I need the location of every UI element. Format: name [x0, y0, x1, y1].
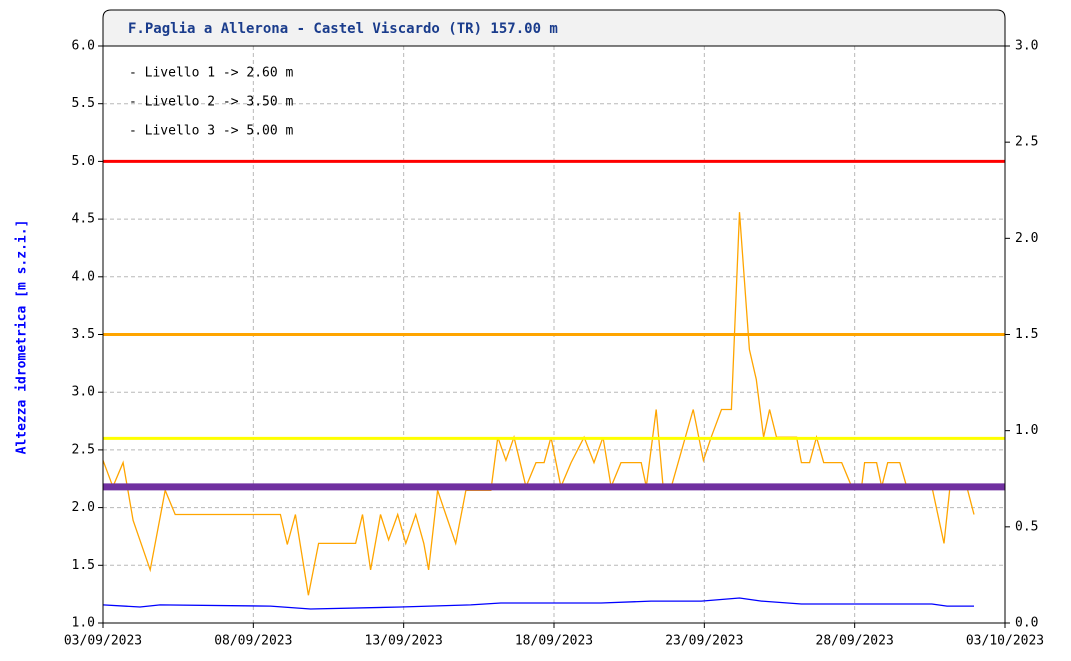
y-tick-label: 2.5	[72, 442, 95, 457]
y-tick-label: 3.5	[72, 327, 95, 342]
y-tick-label: 2.0	[72, 500, 95, 515]
legend-text: - Livello 2 -> 3.50 m	[129, 95, 294, 110]
x-tick-label: 13/09/2023	[365, 634, 443, 649]
y2-tick-label: 1.5	[1015, 327, 1038, 342]
data-line	[102, 597, 974, 610]
y2-tick-label: 1.0	[1015, 423, 1038, 438]
legend-text: - Livello 1 -> 2.60 m	[129, 66, 294, 81]
y-tick-label: 5.5	[72, 96, 95, 111]
x-tick-label: 03/09/2023	[64, 634, 142, 649]
y2-tick-label: 0.0	[1015, 616, 1038, 631]
plot-frame	[102, 45, 1006, 624]
x-tick-label: 28/09/2023	[816, 634, 894, 649]
y-tick-label: 4.0	[72, 269, 95, 284]
x-tick-label: 08/09/2023	[214, 634, 292, 649]
x-tick-label: 23/09/2023	[665, 634, 743, 649]
y2-tick-label: 2.5	[1015, 135, 1038, 150]
title-box	[102, 9, 1006, 47]
legend-text: - Livello 3 -> 5.00 m	[129, 124, 294, 139]
y-tick-label: 6.0	[72, 39, 95, 54]
y2-tick-label: 0.5	[1015, 519, 1038, 534]
y-tick-label: 4.5	[72, 212, 95, 227]
y2-tick-label: 2.0	[1015, 231, 1038, 246]
y-axis-label: Altezza idrometrica [m s.z.i.]	[15, 220, 30, 455]
y-tick-label: 1.5	[72, 558, 95, 573]
x-tick-label: 03/10/2023	[966, 634, 1044, 649]
y2-tick-label: 3.0	[1015, 39, 1038, 54]
chart-title: F.Paglia a Allerona - Castel Viscardo (T…	[128, 21, 558, 37]
y-tick-label: 3.0	[72, 385, 95, 400]
y-tick-label: 5.0	[72, 154, 95, 169]
y-tick-label: 1.0	[72, 616, 95, 631]
x-tick-label: 18/09/2023	[515, 634, 593, 649]
